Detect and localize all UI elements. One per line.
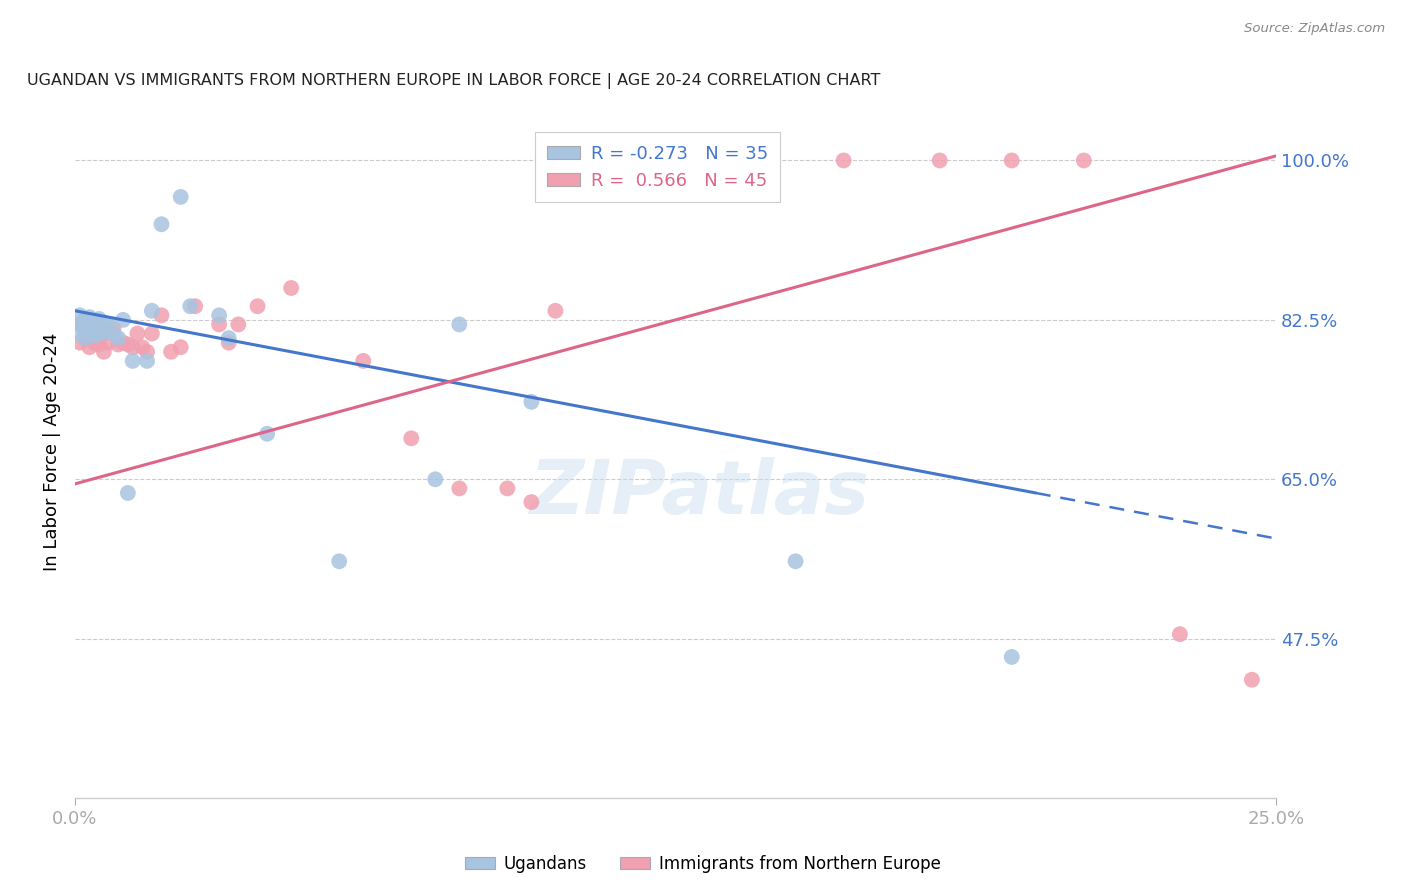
Point	[117, 486, 139, 500]
Point	[1001, 649, 1024, 664]
Point	[928, 153, 950, 168]
Point	[103, 322, 125, 336]
Point	[93, 316, 115, 330]
Point	[496, 482, 519, 496]
Point	[83, 318, 105, 332]
Point	[87, 312, 110, 326]
Point	[73, 313, 96, 327]
Point	[107, 331, 129, 345]
Point	[141, 326, 163, 341]
Point	[1001, 153, 1024, 168]
Point	[136, 354, 159, 368]
Point	[170, 340, 193, 354]
Text: ZIPatlas: ZIPatlas	[530, 457, 869, 530]
Point	[127, 326, 149, 341]
Point	[449, 318, 471, 332]
Point	[79, 310, 101, 325]
Point	[121, 340, 143, 354]
Point	[1073, 153, 1095, 168]
Point	[93, 344, 115, 359]
Y-axis label: In Labor Force | Age 20-24: In Labor Force | Age 20-24	[44, 333, 60, 571]
Point	[83, 322, 105, 336]
Legend: R = -0.273   N = 35, R =  0.566   N = 45: R = -0.273 N = 35, R = 0.566 N = 45	[534, 132, 780, 202]
Point	[785, 554, 807, 568]
Point	[544, 303, 567, 318]
Point	[121, 354, 143, 368]
Point	[832, 153, 855, 168]
Point	[112, 335, 135, 350]
Point	[401, 431, 423, 445]
Point	[117, 337, 139, 351]
Legend: Ugandans, Immigrants from Northern Europe: Ugandans, Immigrants from Northern Europ…	[458, 848, 948, 880]
Point	[107, 337, 129, 351]
Point	[131, 340, 153, 354]
Point	[160, 344, 183, 359]
Point	[83, 328, 105, 343]
Point	[79, 326, 101, 341]
Point	[69, 335, 91, 350]
Point	[170, 190, 193, 204]
Point	[136, 344, 159, 359]
Point	[73, 331, 96, 345]
Point	[87, 326, 110, 341]
Point	[73, 322, 96, 336]
Point	[103, 326, 125, 341]
Point	[150, 217, 173, 231]
Point	[150, 309, 173, 323]
Point	[280, 281, 302, 295]
Point	[228, 318, 250, 332]
Point	[93, 325, 115, 339]
Text: Source: ZipAtlas.com: Source: ZipAtlas.com	[1244, 22, 1385, 36]
Point	[218, 331, 240, 345]
Point	[83, 335, 105, 350]
Point	[218, 335, 240, 350]
Point	[79, 340, 101, 354]
Point	[87, 337, 110, 351]
Point	[73, 313, 96, 327]
Point	[69, 309, 91, 323]
Point	[79, 322, 101, 336]
Point	[689, 153, 711, 168]
Point	[761, 153, 783, 168]
Point	[69, 318, 91, 332]
Point	[520, 495, 543, 509]
Point	[97, 318, 120, 332]
Text: UGANDAN VS IMMIGRANTS FROM NORTHERN EUROPE IN LABOR FORCE | AGE 20-24 CORRELATIO: UGANDAN VS IMMIGRANTS FROM NORTHERN EURO…	[27, 73, 880, 89]
Point	[69, 326, 91, 341]
Point	[1168, 627, 1191, 641]
Point	[352, 354, 374, 368]
Point	[112, 313, 135, 327]
Point	[449, 482, 471, 496]
Point	[520, 395, 543, 409]
Point	[93, 326, 115, 341]
Point	[425, 472, 447, 486]
Point	[97, 335, 120, 350]
Point	[208, 318, 231, 332]
Point	[184, 299, 207, 313]
Point	[328, 554, 350, 568]
Point	[1240, 673, 1263, 687]
Point	[208, 309, 231, 323]
Point	[141, 303, 163, 318]
Point	[69, 318, 91, 332]
Point	[179, 299, 201, 313]
Point	[83, 318, 105, 332]
Point	[256, 426, 278, 441]
Point	[73, 331, 96, 345]
Point	[246, 299, 269, 313]
Point	[87, 318, 110, 332]
